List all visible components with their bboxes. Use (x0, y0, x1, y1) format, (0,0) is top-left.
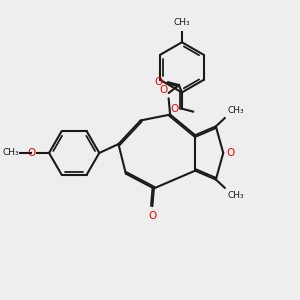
Text: CH₃: CH₃ (2, 148, 19, 158)
Text: CH₃: CH₃ (227, 106, 244, 115)
Text: O: O (148, 212, 157, 221)
Text: O: O (154, 77, 162, 87)
Text: O: O (227, 148, 235, 158)
Text: O: O (159, 85, 167, 95)
Text: O: O (170, 104, 179, 114)
Text: O: O (27, 148, 35, 158)
Text: CH₃: CH₃ (227, 191, 244, 200)
Text: CH₃: CH₃ (174, 19, 190, 28)
